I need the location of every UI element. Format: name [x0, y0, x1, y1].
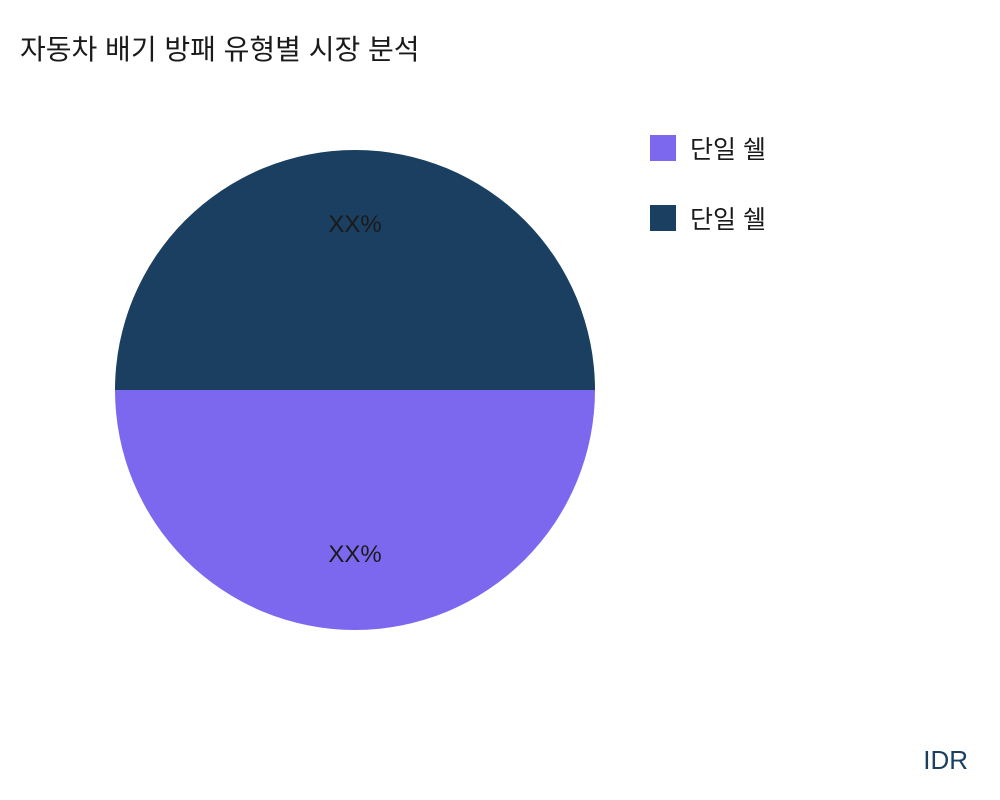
pie-slice-slice-top — [115, 150, 595, 390]
legend-swatch — [650, 205, 676, 231]
legend-label: 단일 쉘 — [690, 200, 766, 236]
pie-slice-label-slice-top: XX% — [328, 211, 381, 239]
footer-source-label: IDR — [923, 745, 968, 776]
pie-slice-slice-bottom — [115, 390, 595, 630]
pie-chart — [0, 0, 1000, 800]
legend-label: 단일 쉘 — [690, 130, 766, 166]
legend-item: 단일 쉘 — [650, 130, 766, 166]
legend-item: 단일 쉘 — [650, 200, 766, 236]
pie-slice-label-slice-bottom: XX% — [328, 541, 381, 569]
legend-swatch — [650, 135, 676, 161]
pie-chart-container — [0, 0, 1000, 800]
legend: 단일 쉘단일 쉘 — [650, 130, 766, 236]
